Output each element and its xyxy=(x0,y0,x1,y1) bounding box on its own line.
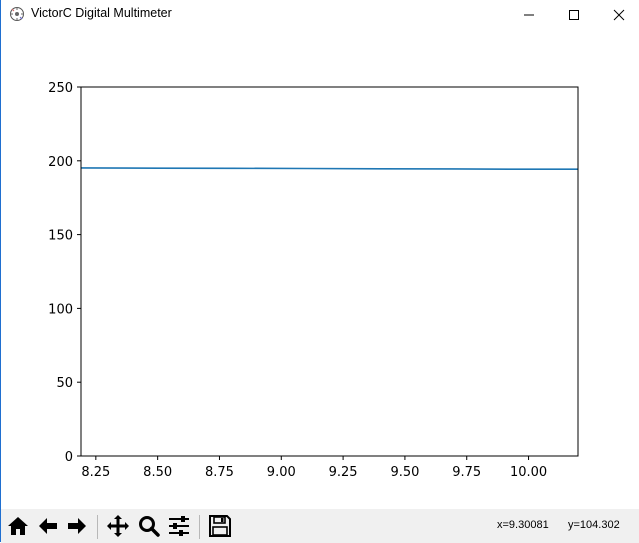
y-tick-label: 200 xyxy=(48,155,73,170)
home-icon xyxy=(8,517,28,535)
sliders-icon xyxy=(169,516,189,536)
window-title: VictorC Digital Multimeter xyxy=(31,6,172,20)
x-tick-label: 8.75 xyxy=(205,465,234,480)
cursor-y-readout: y=104.302 xyxy=(568,519,620,531)
x-tick-label: 8.50 xyxy=(143,465,172,480)
zoom-button[interactable] xyxy=(136,513,162,539)
x-tick-label: 9.75 xyxy=(452,465,481,480)
minimize-icon xyxy=(524,14,534,15)
series-line xyxy=(80,167,578,170)
minimize-button[interactable] xyxy=(506,0,552,29)
maximize-button[interactable] xyxy=(551,0,597,29)
cursor-x-readout: x=9.30081 xyxy=(497,519,549,531)
back-button[interactable] xyxy=(35,513,61,539)
close-button[interactable] xyxy=(596,0,639,29)
navigation-toolbar: x=9.30081 y=104.302 xyxy=(1,509,639,543)
y-tick-label: 100 xyxy=(48,302,73,317)
toolbar-separator xyxy=(97,515,98,539)
magnifier-icon xyxy=(139,516,160,537)
x-axis: 8.25 8.50 8.75 9.00 9.25 9.50 9.75 10.00 xyxy=(81,456,547,480)
close-icon xyxy=(613,9,625,20)
maximize-icon xyxy=(569,9,579,20)
y-tick-label: 0 xyxy=(65,450,73,465)
forward-button[interactable] xyxy=(64,513,90,539)
pan-button[interactable] xyxy=(105,513,131,539)
configure-subplots-button[interactable] xyxy=(166,513,192,539)
axes-frame xyxy=(80,86,579,457)
x-tick-label: 10.00 xyxy=(510,465,547,480)
x-tick-label: 9.00 xyxy=(267,465,296,480)
x-tick-label: 8.25 xyxy=(81,465,110,480)
arrow-left-icon xyxy=(39,518,57,534)
y-tick-label: 250 xyxy=(48,81,73,96)
toolbar-separator xyxy=(199,515,200,539)
arrow-right-icon xyxy=(68,518,86,534)
floppy-disk-icon xyxy=(209,515,231,537)
x-tick-label: 9.50 xyxy=(390,465,419,480)
y-tick-label: 50 xyxy=(56,376,73,391)
save-button[interactable] xyxy=(207,513,233,539)
y-tick-label: 150 xyxy=(48,229,73,244)
x-tick-label: 9.25 xyxy=(329,465,358,480)
move-icon xyxy=(107,515,129,537)
app-icon xyxy=(10,7,24,21)
home-button[interactable] xyxy=(5,513,31,539)
plot-canvas[interactable]: 0 50 100 150 200 250 8.25 8.50 8.75 9.00 9.25 9.50… xyxy=(1,29,639,509)
title-bar[interactable]: VictorC Digital Multimeter xyxy=(1,0,639,29)
y-axis: 0 50 100 150 200 250 xyxy=(48,81,81,465)
